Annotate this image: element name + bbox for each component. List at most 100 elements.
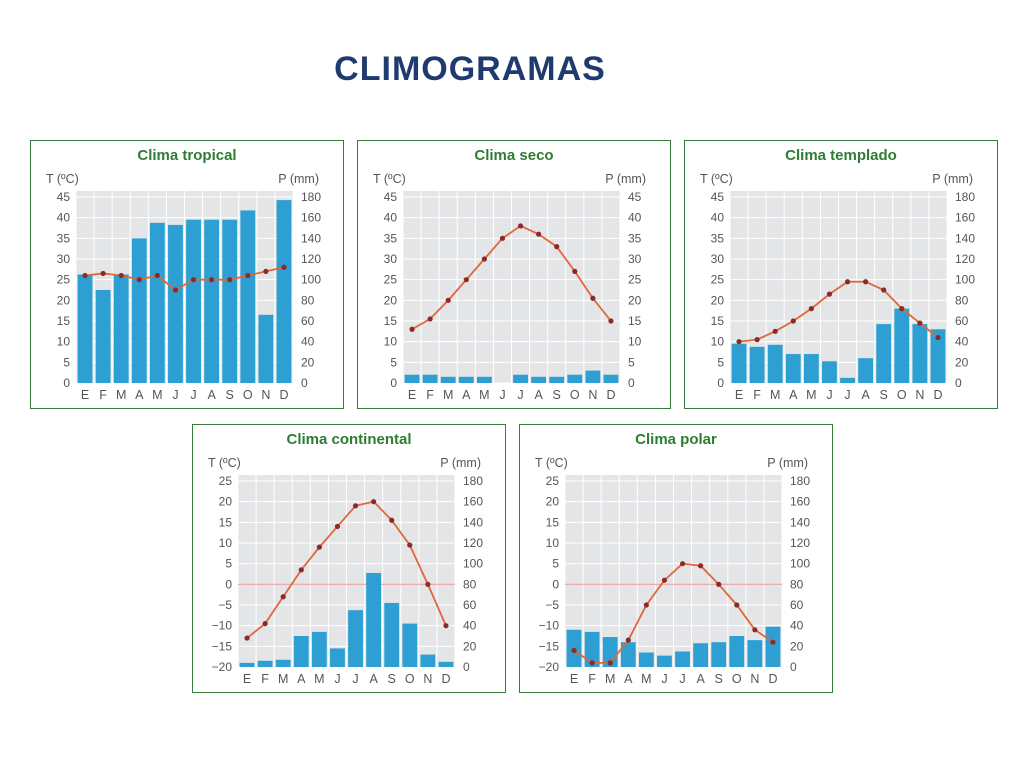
temperature-point [100,270,106,277]
month-label: J [517,388,523,402]
temp-tick-label: 20 [219,495,233,509]
precip-tick-label: 0 [790,660,797,674]
panel-title: Clima tropical [137,147,237,164]
month-label: J [661,672,667,686]
temperature-point [209,277,215,283]
temp-tick-label: 5 [225,557,232,571]
precip-tick-label: 140 [463,515,483,529]
month-label: N [261,388,270,402]
temp-tick-label: 15 [711,314,725,328]
temp-tick-label: −20 [539,660,560,674]
precip-axis-title: P (mm) [605,172,646,186]
temperature-point [554,244,560,250]
precip-axis-title: P (mm) [932,172,973,186]
temperature-point [661,577,668,583]
temp-tick-label: 15 [57,314,71,328]
temp-tick-label: 10 [546,536,560,550]
precip-bar [876,324,892,383]
precip-bar [912,324,928,383]
month-label: J [499,388,505,402]
precip-tick-label: 0 [463,660,470,674]
climate-panel-tropical: Clima tropical 0 0 5 20 10 40 15 60 20 80 25 100 30 1… [30,140,344,409]
temp-tick-label: 35 [711,231,725,245]
climate-panel-polar: Clima polar −20 0 −15 20 −10 40 −5 60 0 80 5 100 10 1… [519,424,833,693]
month-label: E [81,388,89,402]
temperature-point [154,272,160,279]
precip-tick-label: 15 [628,314,642,328]
precip-tick-label: 180 [463,474,483,488]
temp-tick-label: 40 [711,211,725,225]
precip-tick-label: 120 [955,252,975,266]
temp-axis-title: T (ºC) [46,172,79,186]
precip-tick-label: 40 [301,335,315,349]
temperature-point [445,297,451,303]
temp-tick-label: 25 [219,474,233,488]
month-label: D [606,388,615,402]
temp-tick-label: 25 [711,273,725,287]
precip-bar [276,200,292,383]
temperature-point [409,326,415,332]
precip-tick-label: 35 [628,231,642,245]
precip-bar [222,219,238,383]
panel-title: Clima seco [474,147,554,164]
temp-tick-label: −10 [212,619,233,633]
temperature-point [716,581,722,587]
precip-bar [168,224,183,383]
precip-bar [567,374,583,383]
temp-tick-label: 0 [552,577,559,591]
month-label: D [933,388,942,402]
precip-bar [239,662,255,667]
temp-tick-label: 10 [711,335,725,349]
temp-tick-label: 20 [711,293,725,307]
precip-bar [930,329,946,383]
temperature-point [263,268,269,274]
temperature-point [481,256,487,262]
month-label: S [715,672,723,686]
precip-tick-label: 120 [463,536,483,550]
temp-tick-label: 10 [219,536,233,550]
temp-tick-label: −5 [545,598,559,612]
precip-bar [77,274,93,383]
temperature-point [463,277,469,283]
temperature-line [411,224,612,331]
precip-bar [311,631,327,667]
month-label: J [826,388,832,402]
temperature-point [425,581,431,587]
panel-title: Clima polar [635,431,717,448]
temp-tick-label: 5 [63,355,70,369]
temperature-point [772,328,778,334]
temperature-point [808,306,814,312]
month-label: S [226,388,234,402]
month-label: M [152,388,162,402]
precip-tick-label: 30 [628,252,642,266]
precip-bar [95,290,111,383]
temperature-point [881,287,887,293]
temperature-point [826,291,833,297]
temperature-point [863,279,869,285]
month-label: N [750,672,759,686]
precip-tick-label: 100 [463,557,483,571]
month-label: M [116,388,126,402]
month-label: J [190,388,196,402]
temperature-point [352,503,359,509]
temp-axis-title: T (ºC) [535,456,568,470]
precip-bar [693,643,709,667]
temperature-point [679,561,686,567]
precip-bar [476,376,492,383]
temperature-point [844,279,851,285]
climograph-continental: −20 0 −15 20 −10 40 −5 60 0 80 5 100 10 120 15 140 20 160… [208,456,483,686]
month-label: M [479,388,489,402]
precip-bar [438,661,454,667]
temperature-point [118,272,124,279]
temperature-point [589,660,595,666]
temperature-point [752,627,758,633]
precip-bar [440,376,456,383]
month-label: J [679,672,685,686]
precip-bar [638,652,654,667]
month-label: O [405,672,415,686]
temp-tick-label: 45 [711,190,725,204]
climograph-tropical: 0 0 5 20 10 40 15 60 20 80 25 100 30 120 35 140 40 160 45 1… [46,172,321,402]
precip-tick-label: 0 [955,376,962,390]
precip-bar [149,222,165,383]
temperature-point [334,523,341,530]
